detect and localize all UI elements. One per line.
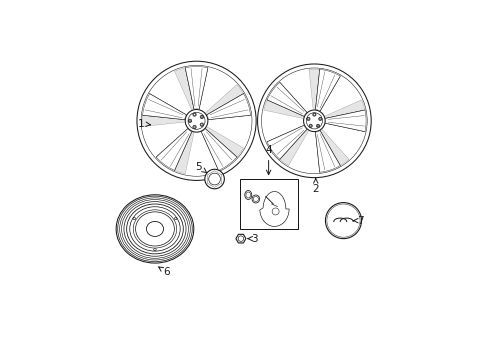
Bar [239, 179, 297, 229]
Polygon shape [319, 129, 348, 166]
Polygon shape [324, 100, 364, 118]
Text: 3: 3 [247, 234, 258, 244]
Polygon shape [156, 129, 191, 170]
Polygon shape [325, 110, 366, 131]
Polygon shape [174, 132, 194, 174]
Ellipse shape [135, 212, 174, 246]
Polygon shape [206, 94, 250, 120]
Polygon shape [201, 129, 236, 170]
Polygon shape [266, 125, 306, 159]
Ellipse shape [244, 190, 251, 199]
Text: 2: 2 [312, 178, 318, 194]
Polygon shape [142, 94, 186, 120]
Polygon shape [315, 131, 340, 172]
Polygon shape [259, 192, 288, 226]
Circle shape [325, 203, 361, 239]
Polygon shape [308, 69, 319, 109]
Text: 6: 6 [158, 267, 169, 277]
Text: 7: 7 [353, 216, 363, 226]
Polygon shape [205, 127, 243, 157]
Text: 1: 1 [138, 118, 150, 129]
Polygon shape [263, 100, 304, 118]
Ellipse shape [251, 195, 259, 203]
Polygon shape [266, 82, 306, 116]
Polygon shape [174, 68, 194, 110]
Text: 5: 5 [195, 162, 206, 173]
Polygon shape [279, 129, 308, 166]
Polygon shape [235, 234, 245, 243]
Polygon shape [185, 67, 207, 109]
Circle shape [204, 169, 224, 189]
Polygon shape [142, 115, 184, 126]
Text: 4: 4 [265, 145, 271, 175]
Polygon shape [205, 85, 243, 115]
Polygon shape [315, 69, 340, 111]
